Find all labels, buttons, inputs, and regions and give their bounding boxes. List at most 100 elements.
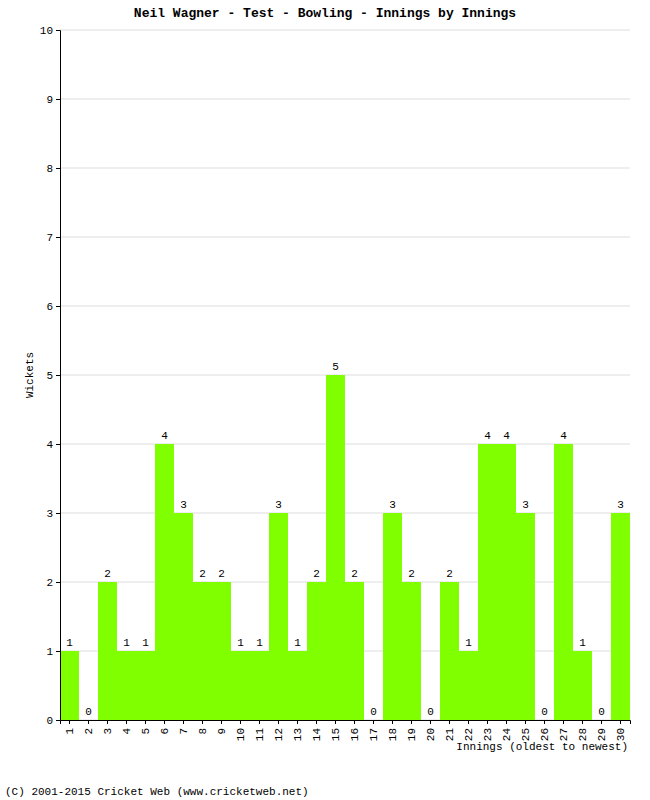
grid [60,30,630,720]
x-tick: 16 [349,720,361,741]
data-label: 1 [142,637,149,649]
x-tick: 13 [292,720,304,741]
grid-line [60,237,630,238]
bar [250,651,269,720]
y-tick-mark [56,30,60,31]
data-label: 1 [237,637,244,649]
x-tick-mark [126,720,127,724]
data-label: 2 [104,568,111,580]
y-tick: 3 [46,508,60,520]
x-tick-label: 5 [140,728,152,735]
bars [60,375,630,720]
y-tick-label: 10 [40,25,53,37]
bar [136,651,155,720]
x-tick: 5 [140,720,152,735]
x-tick: 14 [311,720,323,741]
title: Neil Wagner - Test - Bowling - Innings b… [134,6,516,21]
x-tick-label: 16 [349,728,361,741]
x-tick-label: 26 [539,728,551,741]
x-tick: 22 [463,720,475,741]
y-tick: 4 [46,439,60,451]
x-tick-label: 27 [558,728,570,741]
x-tick: 4 [121,720,133,735]
x-tick: 24 [501,720,513,741]
x-tick-mark [411,720,412,724]
y-tick-label: 3 [46,508,53,520]
bar [231,651,250,720]
y-tick: 2 [46,577,60,589]
x-tick-mark [582,720,583,724]
x-tick: 11 [254,720,266,741]
x-tick-label: 9 [216,728,228,735]
x-tick-label: 22 [463,728,475,741]
data-label: 2 [408,568,415,580]
y-tick-mark [56,582,60,583]
x-tick-mark [601,720,602,724]
data-label: 3 [275,499,282,511]
x-tick: 6 [159,720,171,735]
y-tick-mark [56,444,60,445]
bar [60,651,79,720]
y-tick-mark [56,306,60,307]
y-tick-label: 0 [46,715,53,727]
data-label: 2 [199,568,206,580]
y-tick: 6 [46,301,60,313]
x-tick-mark [259,720,260,724]
y-tick-mark [56,513,60,514]
data-labels: 102114322113125203202144304103 [66,361,624,718]
y-tick-label: 9 [46,94,53,106]
bar [440,582,459,720]
bar [554,444,573,720]
x-tick: 20 [425,720,437,741]
y-tick-mark [56,168,60,169]
x-tick-label: 15 [330,728,342,741]
x-tick-mark [430,720,431,724]
bar [98,582,117,720]
data-label: 4 [484,430,491,442]
x-tick-mark [69,720,70,724]
x-tick: 10 [235,720,247,741]
x-tick-label: 28 [577,728,589,741]
bar [383,513,402,720]
data-label: 2 [446,568,453,580]
bar [345,582,364,720]
x-axis-line [61,721,631,725]
bar [117,651,136,720]
y-tick: 1 [46,646,60,658]
x-tick: 1 [64,720,76,735]
x-tick: 19 [406,720,418,741]
x-tick-mark [316,720,317,724]
x-tick: 30 [615,720,627,741]
x-tick-label: 8 [197,728,209,735]
x-tick: 29 [596,720,608,741]
x-tick: 17 [368,720,380,741]
x-tick: 3 [102,720,114,735]
x-tick: 9 [216,720,228,735]
bar [193,582,212,720]
x-tick-label: 17 [368,728,380,741]
data-label: 4 [560,430,567,442]
x-tick-mark [145,720,146,724]
x-tick-mark [202,720,203,724]
x-tick-label: 1 [64,728,76,735]
data-label: 1 [579,637,586,649]
x-tick-mark [107,720,108,724]
x-tick-label: 14 [311,728,323,742]
x-tick-mark [240,720,241,724]
y-tick-label: 5 [46,370,53,382]
x-tick-mark [468,720,469,724]
data-label: 4 [503,430,510,442]
x-tick: 28 [577,720,589,741]
data-label: 1 [66,637,73,649]
y-tick: 7 [46,232,60,244]
bar [611,513,630,720]
y-axis-title: Wickets [24,352,36,398]
x-tick: 26 [539,720,551,741]
x-tick-label: 4 [121,728,133,735]
chart: 1021143221131252032021443041030123456789… [0,0,650,800]
x-tick: 25 [520,720,532,741]
x-axis-title: Innings (oldest to newest) [456,741,628,753]
x-tick: 27 [558,720,570,741]
x-tick-mark [487,720,488,724]
y-tick: 9 [46,94,60,106]
